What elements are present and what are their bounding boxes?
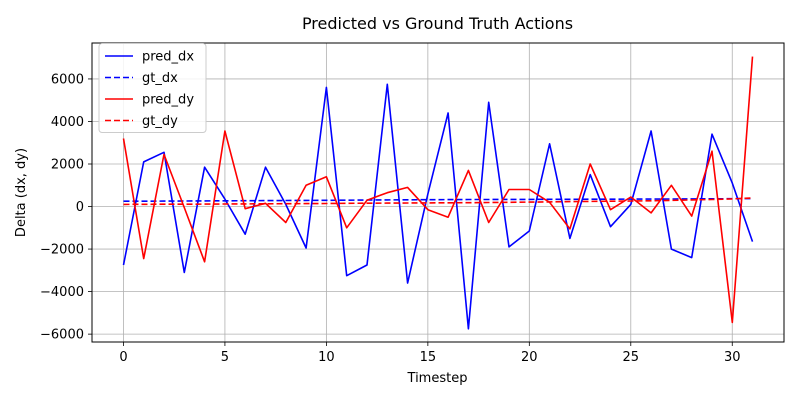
y-tick-label: −2000 xyxy=(40,243,84,258)
series-line-pred-dy xyxy=(122,56,754,324)
y-tick-label: 6000 xyxy=(51,72,84,87)
x-tick-label: 25 xyxy=(623,350,640,365)
y-tick-label: 0 xyxy=(76,200,84,215)
legend: pred_dx gt_dx pred_dy gt_dy xyxy=(98,43,207,133)
series-lines xyxy=(122,56,754,330)
x-tick-label: 0 xyxy=(119,350,127,365)
x-tick-label: 30 xyxy=(724,350,741,365)
y-tick-label: −4000 xyxy=(40,285,84,300)
legend-box xyxy=(98,43,207,133)
y-axis-label: Delta (dx, dy) xyxy=(14,148,29,237)
legend-label: pred_dx xyxy=(142,50,194,65)
plot-frame xyxy=(91,42,785,343)
legend-label: gt_dy xyxy=(142,114,178,129)
ticks: 0 5 10 15 20 25 30 −6000 −4000 −2000 0 2000 4000 6000 xyxy=(40,72,741,365)
chart-title: Predicted vs Ground Truth Actions xyxy=(302,14,573,33)
series-line-gt-dy xyxy=(123,197,753,206)
x-tick-label: 20 xyxy=(521,350,538,365)
x-tick-label: 15 xyxy=(420,350,437,365)
y-tick-label: 4000 xyxy=(51,115,84,130)
series-line-pred-dx xyxy=(122,83,754,330)
x-axis-label: Timestep xyxy=(407,371,468,386)
series-line-gt-dx xyxy=(123,197,753,202)
legend-label: pred_dy xyxy=(142,93,194,108)
legend-label: gt_dx xyxy=(142,71,178,86)
y-tick-label: −6000 xyxy=(40,328,84,343)
y-tick-label: 2000 xyxy=(51,158,84,173)
x-tick-label: 10 xyxy=(318,350,335,365)
x-tick-label: 5 xyxy=(221,350,229,365)
